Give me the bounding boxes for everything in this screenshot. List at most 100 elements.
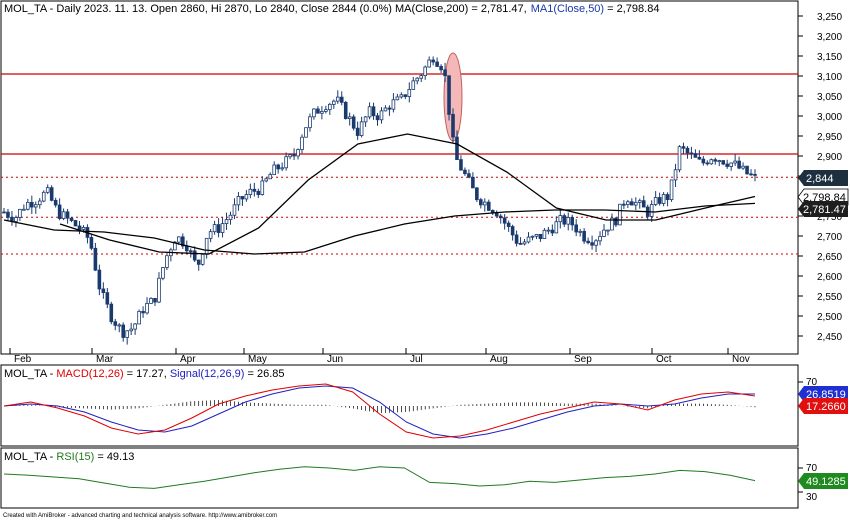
candle-body: [121, 324, 126, 338]
candle-body: [236, 196, 241, 206]
candle-body: [383, 107, 388, 112]
candle-body: [371, 106, 376, 117]
candle-body: [697, 156, 702, 160]
candle-body: [196, 259, 201, 265]
candle-body: [73, 220, 78, 227]
title-ma50-label: MA1(Close,50): [531, 3, 604, 15]
candle-body: [475, 187, 479, 201]
candle-body: [45, 187, 50, 193]
candle-body: [486, 201, 491, 211]
rsi-value: = 49.13: [94, 451, 134, 463]
horizontal-levels: [1, 73, 798, 255]
candle-body: [93, 247, 98, 271]
candle-body: [562, 215, 567, 225]
candle-body: [184, 245, 189, 252]
candle-body: [137, 310, 141, 325]
candle-body: [729, 162, 733, 167]
candle-body: [204, 237, 209, 255]
candle-body: [224, 219, 229, 224]
candle-body: [669, 179, 674, 200]
candle-body: [610, 217, 614, 231]
candle-body: [455, 136, 459, 161]
title-ma200: MA(Close,200) = 2,781.47,: [395, 3, 527, 15]
candle-body: [685, 147, 690, 154]
candle-body: [415, 77, 420, 82]
candle-body: [113, 321, 118, 326]
candle-body: [41, 191, 46, 202]
candle-body: [542, 229, 547, 239]
footer-credit: Created with AmiBroker - advanced charti…: [3, 513, 277, 519]
candle-body: [618, 203, 622, 226]
candle-body: [252, 188, 257, 192]
candle-body: [49, 187, 54, 201]
candle-body: [514, 234, 519, 244]
candle-body: [157, 277, 161, 303]
candle-body: [689, 152, 694, 155]
candle-body: [232, 204, 237, 216]
candle-body: [97, 269, 102, 290]
month-label: May: [248, 354, 267, 365]
price-tick-label: 2,450: [817, 332, 842, 343]
candle-body: [637, 200, 642, 203]
candle-body: [165, 255, 169, 268]
candle-body: [622, 203, 626, 206]
candle-body: [653, 197, 658, 205]
candle-body: [320, 111, 324, 114]
candle-body: [419, 75, 424, 79]
candle-body: [673, 169, 678, 181]
candle-body: [324, 109, 328, 112]
candle-body: [328, 103, 332, 111]
price-tick-label: 2,900: [817, 152, 842, 163]
candle-body: [272, 164, 277, 176]
candle-body: [81, 227, 86, 230]
candle-body: [518, 242, 523, 245]
candle-body: [216, 224, 221, 233]
candle-body: [633, 201, 638, 206]
candle-body: [367, 106, 372, 118]
candle-body: [145, 303, 149, 314]
rsi-name: RSI(15): [56, 451, 94, 463]
candle-body: [538, 233, 543, 239]
candle-body: [18, 208, 22, 218]
ma50-line: [59, 133, 756, 255]
rsi-marker-text: 49.1285: [806, 476, 846, 488]
macd-axis-70: 70: [806, 377, 818, 388]
candle-body: [228, 214, 233, 221]
month-label: Feb: [14, 354, 32, 365]
month-label: Apr: [180, 354, 196, 365]
price-tick-label: 2,700: [817, 232, 842, 243]
candle-body: [649, 204, 654, 217]
candle-body: [737, 160, 741, 169]
candle-body: [335, 96, 340, 102]
candle-body: [69, 217, 74, 221]
candle-body: [316, 108, 320, 114]
rsi-panel: [0, 447, 799, 509]
candle-body: [526, 236, 531, 243]
candle-body: [502, 217, 507, 224]
candle-body: [284, 156, 288, 169]
close-marker-text: 2,844: [806, 173, 834, 185]
candle-body: [101, 288, 106, 294]
candle-body: [292, 154, 296, 157]
candle-body: [677, 146, 682, 171]
candle-body: [351, 116, 356, 129]
rsi-marker: 49.1285: [798, 473, 848, 489]
candle-body: [546, 229, 551, 232]
candle-body: [363, 116, 368, 123]
candle-body: [149, 298, 153, 304]
candle-body: [467, 173, 471, 178]
candle-body: [296, 149, 300, 157]
candle-body: [264, 178, 269, 182]
ma200-marker-text: 2,781.47: [803, 204, 846, 216]
candle-body: [117, 324, 122, 327]
price-tick-label: 2,650: [817, 252, 842, 263]
candle-body: [133, 323, 137, 330]
candle-body: [641, 200, 646, 208]
candle-body: [630, 201, 634, 206]
candle-body: [606, 229, 610, 232]
candle-body: [534, 233, 539, 237]
candle-body: [602, 229, 606, 237]
candle-body: [33, 204, 38, 208]
rsi-title: MOL_TA - RSI(15) = 49.13: [4, 451, 134, 463]
price-panel: [0, 0, 799, 355]
